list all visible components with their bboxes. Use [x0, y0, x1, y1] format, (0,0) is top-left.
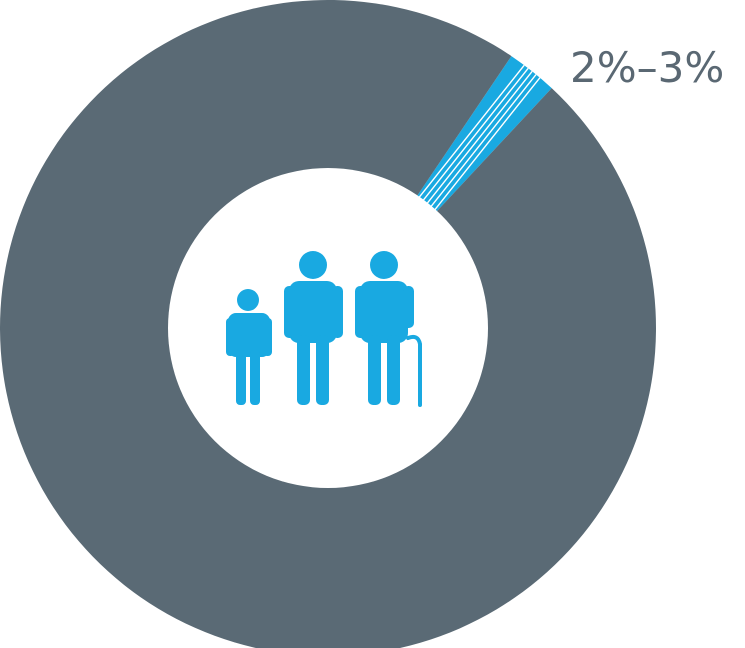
slice-label-highlight: 2%–3% — [570, 43, 724, 92]
adult-figure-icon — [284, 251, 343, 405]
family-icon — [226, 251, 422, 407]
elderly-figure-icon — [355, 251, 422, 407]
cane-icon — [406, 334, 422, 407]
child-figure-icon — [226, 289, 272, 405]
